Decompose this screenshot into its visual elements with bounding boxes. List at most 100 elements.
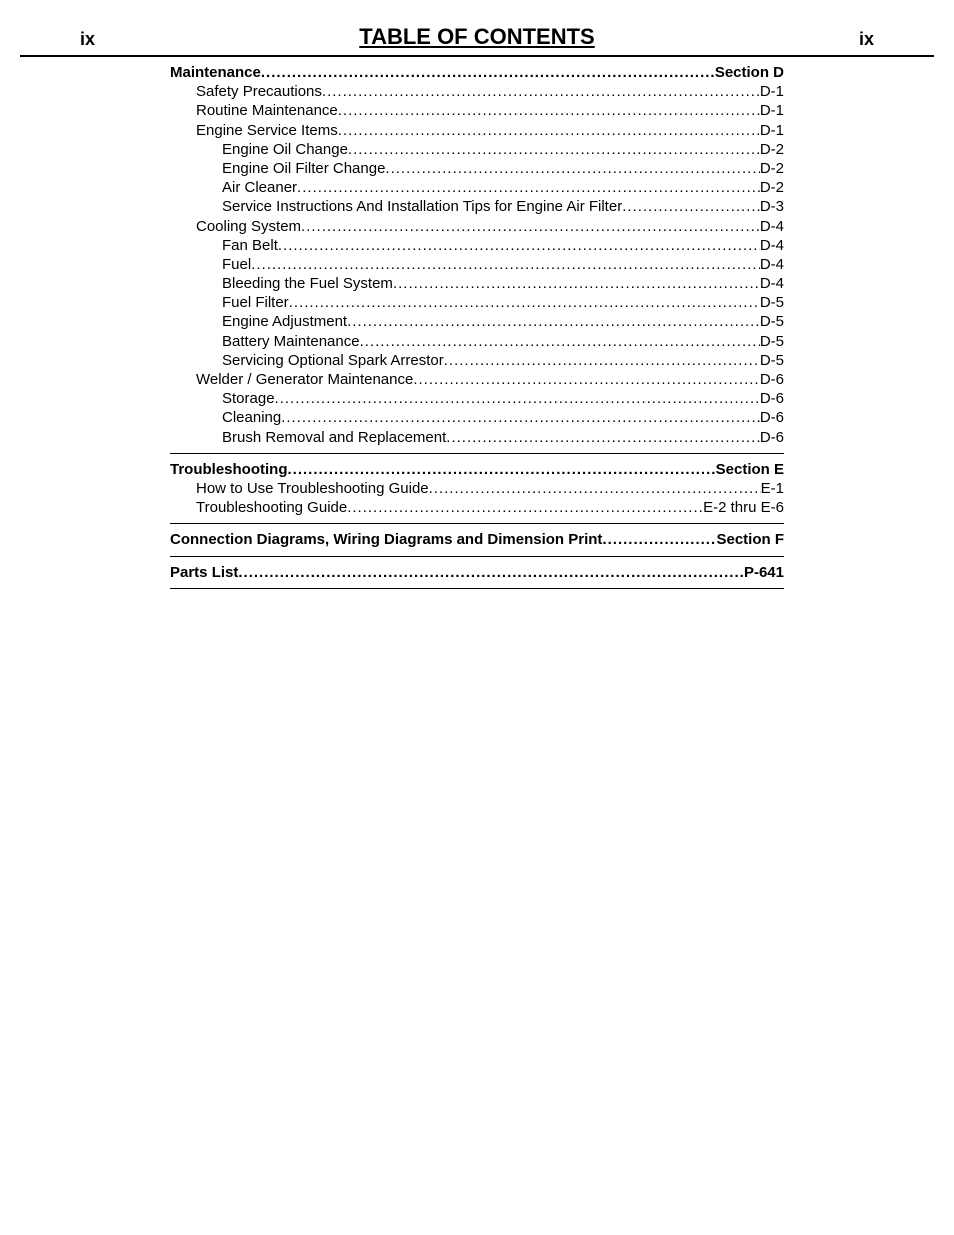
toc-label: Cleaning [222, 408, 281, 427]
toc-row: Parts List P-641 [170, 563, 784, 582]
toc-label: Storage [222, 389, 275, 408]
toc-label: Engine Oil Change [222, 140, 348, 159]
toc-section: MaintenanceSection DSafety Precautions D… [170, 63, 784, 454]
toc-row: Fuel D-4 [170, 255, 784, 274]
toc-row: How to Use Troubleshooting Guide E-1 [170, 479, 784, 498]
toc-pageref: D-5 [760, 351, 784, 370]
toc-label: Maintenance [170, 63, 261, 82]
toc-leader-dots [301, 217, 760, 236]
toc-row: Engine Oil Filter Change D-2 [170, 159, 784, 178]
toc-section: TroubleshootingSection EHow to Use Troub… [170, 460, 784, 525]
toc-row: Engine Adjustment D-5 [170, 312, 784, 331]
toc-label: Fan Belt [222, 236, 278, 255]
toc-row: Connection Diagrams, Wiring Diagrams and… [170, 530, 784, 549]
toc-leader-dots [338, 121, 760, 140]
toc-pageref: D-2 [760, 178, 784, 197]
toc-label: Brush Removal and Replacement [222, 428, 446, 447]
toc-leader-dots [347, 498, 703, 517]
toc-label: Servicing Optional Spark Arrestor [222, 351, 444, 370]
toc-label: Fuel [222, 255, 251, 274]
page: ix TABLE OF CONTENTS ix Maintenance Secti… [0, 0, 954, 1235]
toc-leader-dots [348, 140, 760, 159]
toc-label: Bleeding the Fuel System [222, 274, 393, 293]
toc-leader-dots [251, 255, 760, 274]
toc-section: Connection Diagrams, Wiring Diagrams and… [170, 530, 784, 556]
toc-pageref: Section E [716, 460, 784, 479]
toc-label: Fuel Filter [222, 293, 289, 312]
toc-leader-dots [278, 236, 760, 255]
toc-row: Troubleshooting Section E [170, 460, 784, 479]
toc-leader-dots [275, 389, 760, 408]
toc-leader-dots [360, 332, 760, 351]
toc-pageref: D-6 [760, 428, 784, 447]
toc-leader-dots [446, 428, 760, 447]
toc-pageref: D-5 [760, 293, 784, 312]
toc-label: Service Instructions And Installation Ti… [222, 197, 622, 216]
toc-row: Welder / Generator Maintenance D-6 [170, 370, 784, 389]
toc-pageref: D-3 [760, 197, 784, 216]
toc-label: Troubleshooting [170, 460, 288, 479]
toc-leader-dots [429, 479, 761, 498]
toc-pageref: D-1 [760, 121, 784, 140]
toc-label: Parts List [170, 563, 238, 582]
toc-pageref: D-4 [760, 236, 784, 255]
page-number-right: ix [859, 29, 874, 50]
toc-pageref: P-641 [744, 563, 784, 582]
toc-pageref: D-1 [760, 82, 784, 101]
toc-row: Routine Maintenance D-1 [170, 101, 784, 120]
page-number-left: ix [80, 29, 95, 50]
toc-pageref: D-5 [760, 332, 784, 351]
toc-row: Fuel Filter D-5 [170, 293, 784, 312]
toc-label: How to Use Troubleshooting Guide [196, 479, 429, 498]
toc-label: Safety Precautions [196, 82, 322, 101]
toc-label: Engine Service Items [196, 121, 338, 140]
toc-row: Troubleshooting GuideE-2 thru E-6 [170, 498, 784, 517]
toc-row: Battery Maintenance D-5 [170, 332, 784, 351]
toc-pageref: D-2 [760, 140, 784, 159]
toc-leader-dots [297, 178, 760, 197]
toc-pageref: D-5 [760, 312, 784, 331]
toc-pageref: D-4 [760, 255, 784, 274]
toc-row: Safety Precautions D-1 [170, 82, 784, 101]
toc-leader-dots [347, 312, 760, 331]
toc-leader-dots [238, 563, 744, 582]
toc-leader-dots [413, 370, 759, 389]
toc-row: Storage D-6 [170, 389, 784, 408]
toc-label: Engine Oil Filter Change [222, 159, 385, 178]
toc-pageref: D-6 [760, 389, 784, 408]
toc-leader-dots [444, 351, 760, 370]
toc-pageref: D-4 [760, 274, 784, 293]
toc-label: Battery Maintenance [222, 332, 360, 351]
toc-label: Air Cleaner [222, 178, 297, 197]
toc-row: Brush Removal and Replacement D-6 [170, 428, 784, 447]
toc-leader-dots [622, 197, 760, 216]
toc-label: Troubleshooting Guide [196, 498, 347, 517]
toc-row: Engine Service Items D-1 [170, 121, 784, 140]
toc-row: Maintenance Section D [170, 63, 784, 82]
toc-label: Engine Adjustment [222, 312, 347, 331]
toc-leader-dots [281, 408, 760, 427]
toc-leader-dots [393, 274, 760, 293]
toc-pageref: E-1 [761, 479, 784, 498]
toc-pageref: Section F [716, 530, 784, 549]
toc-leader-dots [261, 63, 715, 82]
toc-row: Cleaning D-6 [170, 408, 784, 427]
toc-pageref: Section D [715, 63, 784, 82]
toc-row: Engine Oil Change D-2 [170, 140, 784, 159]
toc-section: Parts List P-641 [170, 563, 784, 589]
toc-pageref: D-6 [760, 370, 784, 389]
header-rule [20, 55, 934, 57]
page-title: TABLE OF CONTENTS [95, 24, 859, 50]
toc-label: Welder / Generator Maintenance [196, 370, 413, 389]
toc-pageref: D-2 [760, 159, 784, 178]
toc-leader-dots [602, 530, 716, 549]
toc-leader-dots [289, 293, 760, 312]
toc-leader-dots [288, 460, 716, 479]
toc-pageref: D-4 [760, 217, 784, 236]
toc-pageref: D-6 [760, 408, 784, 427]
toc-row: Servicing Optional Spark Arrestor D-5 [170, 351, 784, 370]
toc-label: Connection Diagrams, Wiring Diagrams and… [170, 530, 602, 549]
toc-content: MaintenanceSection DSafety Precautions D… [170, 63, 784, 589]
toc-row: Bleeding the Fuel System D-4 [170, 274, 784, 293]
toc-label: Routine Maintenance [196, 101, 338, 120]
